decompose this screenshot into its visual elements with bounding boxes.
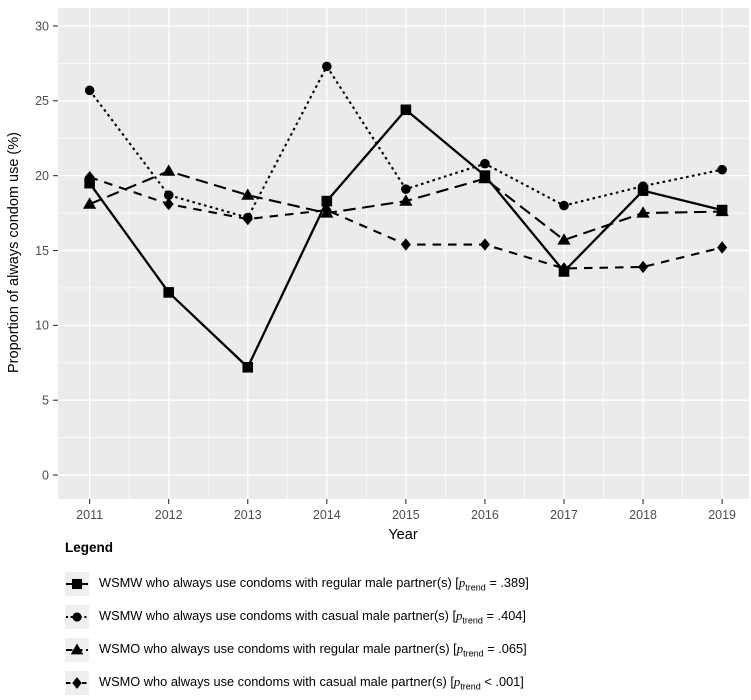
svg-text:25: 25 (35, 94, 49, 108)
legend-item-wsmo-regular: WSMO who always use condoms with regular… (65, 633, 745, 666)
legend: Legend WSMW who always use condoms with … (65, 540, 745, 695)
square-solid-line-icon (65, 571, 89, 596)
legend-item-label: WSMO who always use condoms with casual … (99, 673, 524, 692)
legend-item-wsmw-casual: WSMW who always use condoms with casual … (65, 600, 745, 633)
svg-text:2017: 2017 (550, 508, 578, 522)
legend-title: Legend (65, 540, 114, 555)
svg-text:0: 0 (42, 468, 49, 482)
svg-text:20: 20 (35, 169, 49, 183)
svg-text:2016: 2016 (471, 508, 499, 522)
x-axis-title: Year (388, 527, 418, 543)
svg-text:2019: 2019 (708, 508, 736, 522)
svg-text:2012: 2012 (155, 508, 183, 522)
circle-dotted-line-icon (65, 604, 89, 629)
svg-text:2015: 2015 (392, 508, 420, 522)
svg-text:2014: 2014 (313, 508, 341, 522)
legend-item-label: WSMO who always use condoms with regular… (99, 640, 527, 659)
y-axis-title: Proportion of always condom use (%) (6, 132, 22, 373)
svg-text:2013: 2013 (234, 508, 262, 522)
legend-items: WSMW who always use condoms with regular… (65, 567, 745, 699)
legend-item-label: WSMW who always use condoms with regular… (99, 574, 529, 593)
legend-item-label: WSMW who always use condoms with casual … (99, 607, 526, 626)
legend-item-wsmw-regular: WSMW who always use condoms with regular… (65, 567, 745, 600)
triangle-longdash-line-icon (65, 637, 89, 662)
legend-item-wsmo-casual: WSMO who always use condoms with casual … (65, 666, 745, 699)
svg-text:2018: 2018 (629, 508, 657, 522)
diamond-dashed-line-icon (65, 670, 89, 695)
svg-text:5: 5 (42, 394, 49, 408)
svg-text:2011: 2011 (76, 508, 103, 522)
svg-text:30: 30 (35, 19, 49, 33)
svg-text:10: 10 (35, 319, 49, 333)
svg-text:15: 15 (35, 244, 49, 258)
line-chart-panel: 2011 2012 2013 2014 2015 2016 2017 2018 2019 0 5 10… (35, 8, 749, 522)
